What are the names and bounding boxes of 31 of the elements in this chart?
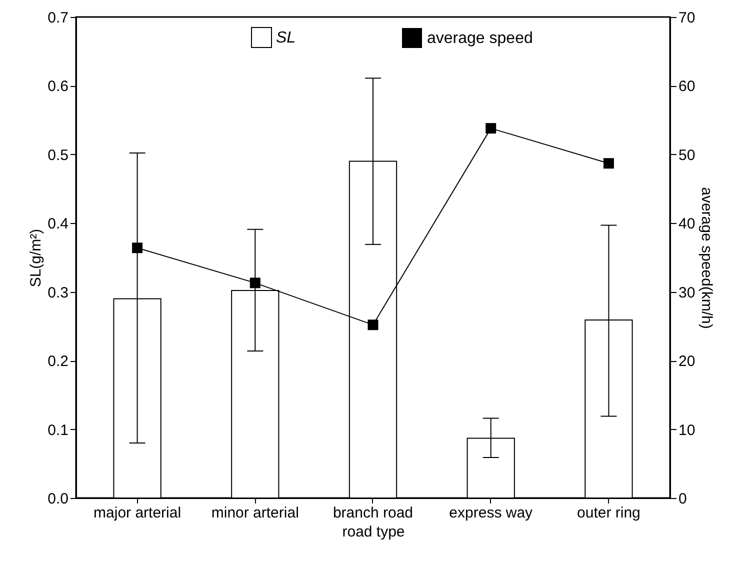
point [486, 123, 496, 134]
x-tick-label: outer ring [577, 504, 640, 522]
y2-tick-label: 20 [678, 353, 696, 370]
legend-label: average speed [427, 30, 533, 47]
y-tick-label: 0.6 [48, 78, 68, 96]
y2-tick-label: 0 [678, 490, 687, 508]
x-tick-label: express way [449, 504, 534, 522]
x-tick-label: branch road [332, 504, 414, 522]
x-axis-title: road type [342, 524, 405, 540]
y-tick-label: 0.3 [48, 284, 68, 302]
y-tick-label: 0.4 [48, 216, 68, 233]
y-tick-label: 0.1 [48, 422, 68, 439]
y2-axis-title: average speed(km/h) [698, 187, 716, 329]
x-tick-label: minor arterial [211, 504, 299, 522]
y2-tick-label: 30 [678, 284, 696, 302]
point [132, 242, 143, 254]
point [368, 320, 378, 330]
y2-tick-label: 50 [678, 146, 696, 164]
y2-tick-label: 40 [678, 216, 696, 233]
point [603, 158, 614, 169]
y2-tick-label: 70 [678, 10, 696, 26]
y-tick-label: 0.5 [48, 146, 68, 164]
legend-label: SL [276, 30, 296, 46]
y-axis-title: SL(g/m²) [28, 228, 45, 288]
y-tick-label: 0.7 [48, 10, 68, 26]
y2-tick-label: 60 [678, 78, 696, 96]
point [250, 278, 260, 288]
x-tick-label: major arterial [94, 504, 182, 522]
y2-tick-label: 10 [678, 422, 696, 439]
y-tick-label: 0.2 [48, 353, 68, 370]
y-tick-label: 0.0 [48, 490, 68, 508]
